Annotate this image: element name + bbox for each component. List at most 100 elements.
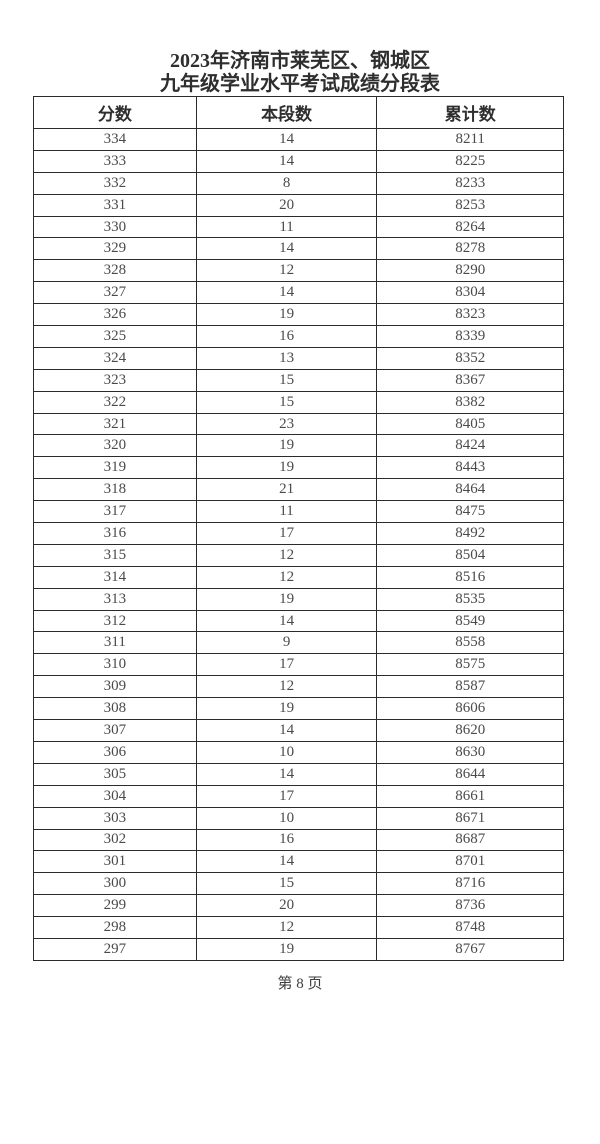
cumulative-count-cell: 8516 — [376, 565, 564, 589]
cumulative-count-cell: 8464 — [376, 478, 564, 502]
score-cell: 333 — [33, 149, 197, 173]
table-row: 321 23 8405 — [33, 412, 564, 436]
cumulative-count-cell: 8748 — [376, 916, 564, 939]
table-row: 317 11 8475 — [33, 500, 564, 524]
segment-count-cell: 12 — [195, 916, 378, 939]
score-cell: 330 — [33, 215, 197, 239]
score-cell: 317 — [33, 500, 197, 524]
table-row: 325 16 8339 — [33, 325, 564, 348]
score-cell: 323 — [33, 368, 197, 392]
page-title-line-2: 九年级学业水平考试成绩分段表 — [160, 73, 440, 95]
segment-count-cell: 13 — [195, 346, 378, 370]
cumulative-count-cell: 8475 — [376, 500, 564, 524]
segment-count-cell: 17 — [195, 653, 378, 677]
column-header-score: 分数 — [33, 96, 197, 129]
cumulative-count-cell: 8767 — [376, 937, 564, 961]
segment-count-cell: 19 — [195, 456, 378, 480]
table-row: 301 14 8701 — [33, 850, 564, 874]
cumulative-count-cell: 8535 — [376, 587, 564, 611]
page-title: 2023年济南市莱芜区、钢城区 九年级学业水平考试成绩分段表 — [0, 50, 600, 96]
score-cell: 316 — [33, 522, 197, 545]
cumulative-count-cell: 8443 — [376, 456, 564, 480]
table-row: 303 10 8671 — [33, 806, 564, 830]
segment-count-cell: 12 — [195, 543, 378, 567]
segment-count-cell: 19 — [195, 697, 378, 721]
segment-count-cell: 15 — [195, 390, 378, 414]
cumulative-count-cell: 8382 — [376, 390, 564, 414]
cumulative-count-cell: 8587 — [376, 675, 564, 699]
table-row: 322 15 8382 — [33, 390, 564, 414]
table-row: 323 15 8367 — [33, 368, 564, 392]
table-row: 310 17 8575 — [33, 653, 564, 677]
cumulative-count-cell: 8716 — [376, 872, 564, 896]
segment-count-cell: 14 — [195, 850, 378, 874]
score-cell: 300 — [33, 872, 197, 896]
table-row: 305 14 8644 — [33, 762, 564, 786]
cumulative-count-cell: 8424 — [376, 434, 564, 458]
column-header-segment-count: 本段数 — [195, 96, 378, 129]
cumulative-count-cell: 8687 — [376, 828, 564, 852]
score-cell: 329 — [33, 237, 197, 261]
score-cell: 313 — [33, 587, 197, 611]
cumulative-count-cell: 8630 — [376, 740, 564, 764]
cumulative-count-cell: 8367 — [376, 368, 564, 392]
score-cell: 332 — [33, 171, 197, 195]
table-row: 331 20 8253 — [33, 193, 564, 217]
score-cell: 314 — [33, 565, 197, 589]
table-row: 318 21 8464 — [33, 478, 564, 502]
cumulative-count-cell: 8211 — [376, 128, 564, 151]
table-row: 311 9 8558 — [33, 631, 564, 655]
table-row: 329 14 8278 — [33, 237, 564, 261]
score-cell: 297 — [33, 937, 197, 961]
table-row: 299 20 8736 — [33, 894, 564, 918]
table-row: 316 17 8492 — [33, 522, 564, 545]
score-cell: 322 — [33, 390, 197, 414]
score-cell: 307 — [33, 719, 197, 742]
page-title-line-1: 2023年济南市莱芜区、钢城区 — [170, 50, 430, 72]
table-row: 309 12 8587 — [33, 675, 564, 699]
cumulative-count-cell: 8558 — [376, 631, 564, 655]
segment-count-cell: 12 — [195, 675, 378, 699]
cumulative-count-cell: 8304 — [376, 281, 564, 305]
table-row: 315 12 8504 — [33, 543, 564, 567]
score-cell: 315 — [33, 543, 197, 567]
table-row: 300 15 8716 — [33, 872, 564, 896]
table-row: 313 19 8535 — [33, 587, 564, 611]
table-row: 330 11 8264 — [33, 215, 564, 239]
cumulative-count-cell: 8549 — [376, 609, 564, 633]
score-cell: 301 — [33, 850, 197, 874]
score-cell: 306 — [33, 740, 197, 764]
table-row: 312 14 8549 — [33, 609, 564, 633]
cumulative-count-cell: 8575 — [376, 653, 564, 677]
segment-count-cell: 19 — [195, 303, 378, 327]
segment-count-cell: 19 — [195, 587, 378, 611]
segment-count-cell: 17 — [195, 522, 378, 545]
table-header: 分数 本段数 累计数 — [33, 96, 564, 129]
score-cell: 334 — [33, 128, 197, 151]
cumulative-count-cell: 8253 — [376, 193, 564, 217]
score-cell: 325 — [33, 325, 197, 348]
cumulative-count-cell: 8644 — [376, 762, 564, 786]
score-cell: 327 — [33, 281, 197, 305]
segment-count-cell: 10 — [195, 806, 378, 830]
segment-count-cell: 15 — [195, 368, 378, 392]
table-header-row: 分数 本段数 累计数 — [33, 96, 564, 129]
score-cell: 324 — [33, 346, 197, 370]
cumulative-count-cell: 8339 — [376, 325, 564, 348]
cumulative-count-cell: 8323 — [376, 303, 564, 327]
cumulative-count-cell: 8264 — [376, 215, 564, 239]
score-cell: 309 — [33, 675, 197, 699]
table-row: 328 12 8290 — [33, 259, 564, 283]
segment-count-cell: 14 — [195, 719, 378, 742]
table-row: 314 12 8516 — [33, 565, 564, 589]
segment-count-cell: 16 — [195, 828, 378, 852]
segment-count-cell: 19 — [195, 937, 378, 961]
cumulative-count-cell: 8504 — [376, 543, 564, 567]
score-cell: 321 — [33, 412, 197, 436]
segment-count-cell: 14 — [195, 128, 378, 151]
segment-count-cell: 14 — [195, 609, 378, 633]
score-cell: 318 — [33, 478, 197, 502]
table-row: 327 14 8304 — [33, 281, 564, 305]
table-row: 306 10 8630 — [33, 740, 564, 764]
cumulative-count-cell: 8492 — [376, 522, 564, 545]
